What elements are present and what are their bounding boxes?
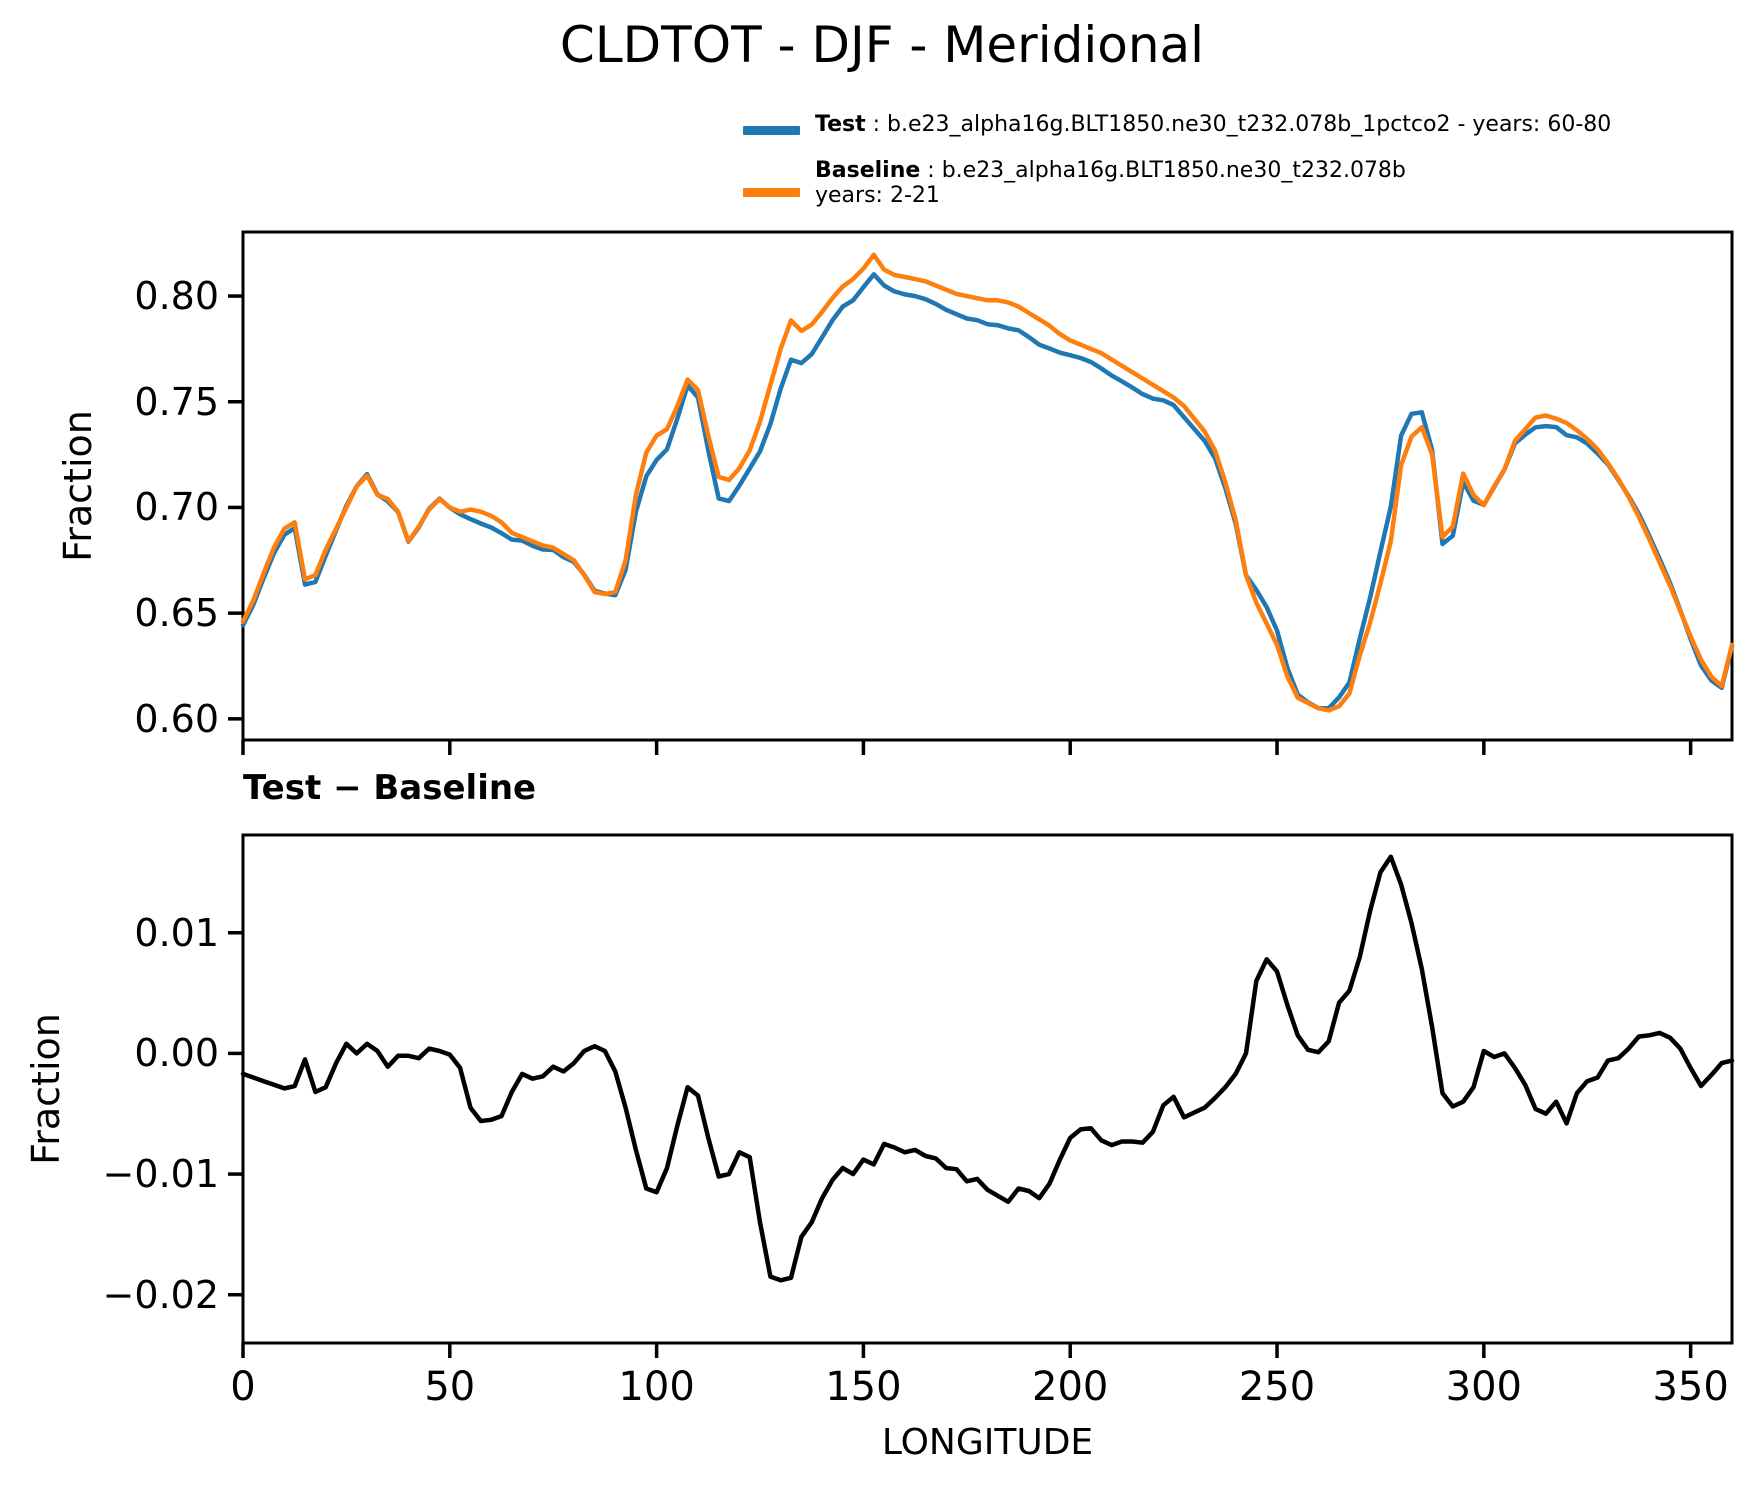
bottom-chart-title: Test − Baseline (243, 768, 537, 808)
page-title: CLDTOT - DJF - Meridional (559, 16, 1205, 74)
series-line-test---baseline (240, 854, 1735, 1283)
legend-baseline-desc: : b.e23_alpha16g.BLT1850.ne30_t232.078b (920, 158, 1406, 183)
top-chart (228, 230, 1735, 755)
x-axis-label: LONGITUDE (881, 1422, 1094, 1463)
bottom-chart-xtick-label: 250 (1238, 1364, 1316, 1410)
top-chart-frame (241, 230, 1734, 742)
top-chart-ytick-label: 0.60 (134, 696, 219, 741)
legend-test-name: Test (815, 112, 866, 137)
series-line-baseline (240, 252, 1735, 713)
bottom-chart-xtick-label: 0 (230, 1364, 256, 1410)
legend-baseline-name: Baseline (815, 158, 921, 183)
top-chart-ytick-label: 0.75 (134, 379, 219, 424)
bottom-chart-xtick-label: 100 (618, 1364, 695, 1410)
legend-entry-baseline-label: Baseline : b.e23_alpha16g.BLT1850.ne30_t… (815, 158, 1406, 208)
bottom-chart-frame (241, 833, 1734, 1345)
legend-test-desc: : b.e23_alpha16g.BLT1850.ne30_t232.078b_… (865, 112, 1612, 137)
bottom-chart-xtick-label: 350 (1652, 1364, 1729, 1410)
bottom-chart-ytick-label: 0.00 (134, 1031, 219, 1076)
bottom-chart-ytick-label: −0.01 (102, 1152, 219, 1197)
legend-baseline-desc2: years: 2-21 (815, 183, 940, 208)
bottom-chart-xtick-label: 150 (825, 1364, 902, 1410)
bottom-chart-ytick-label: 0.01 (134, 910, 219, 955)
bottom-chart-ytick-label: −0.02 (102, 1272, 219, 1317)
bottom-chart-xtick-label: 50 (424, 1364, 476, 1410)
bottom-chart-xtick-label: 200 (1032, 1364, 1109, 1410)
bottom-chart-xtick-label: 300 (1445, 1364, 1522, 1410)
test-line-swatch-icon (743, 126, 800, 135)
bottom-chart (228, 833, 1735, 1358)
baseline-line-swatch-icon (743, 188, 800, 197)
top-chart-ytick-label: 0.70 (134, 485, 219, 530)
series-line-test (240, 272, 1735, 711)
top-chart-ytick-label: 0.80 (134, 274, 219, 319)
top-chart-ytick-label: 0.65 (134, 591, 219, 636)
legend-entry-test-label: Test : b.e23_alpha16g.BLT1850.ne30_t232.… (815, 112, 1611, 137)
